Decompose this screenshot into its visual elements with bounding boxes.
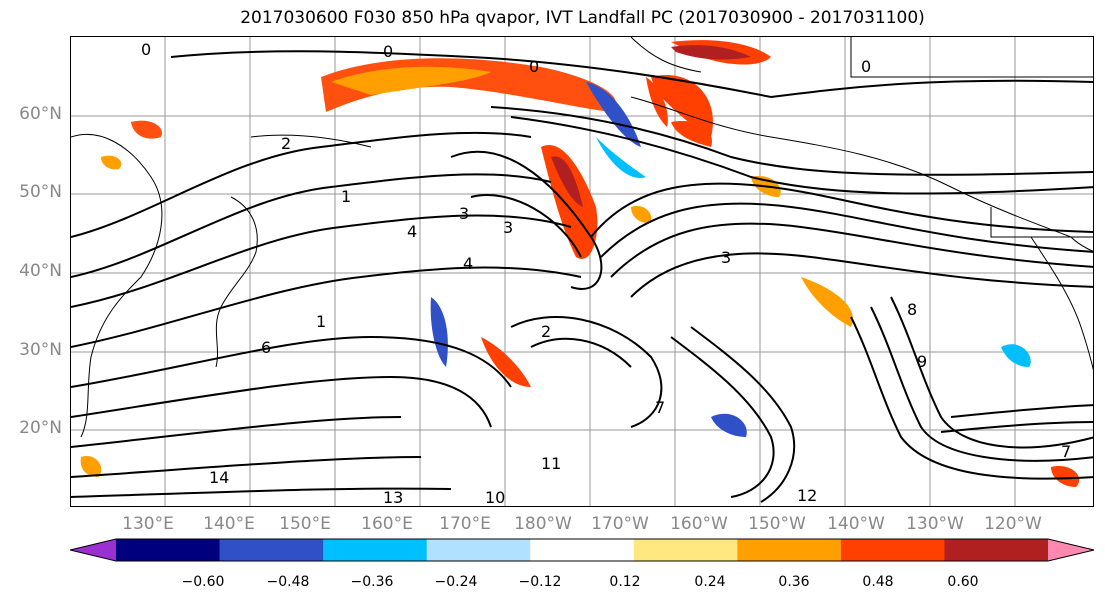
- map-panel: 0 0 0 0 1 1 2 2 3 3 3 4 4 6 7 7 8 9 10 1…: [70, 36, 1094, 507]
- contour-label: 12: [797, 486, 817, 505]
- contour-label: 14: [209, 468, 229, 487]
- colorbar-segments: [116, 539, 1049, 561]
- lat-label-20n: 20°N: [19, 418, 62, 438]
- colorbar: [70, 538, 1095, 562]
- lon-label-140w: 140°W: [827, 514, 885, 534]
- colorbar-segment: [633, 539, 738, 561]
- contour-label: 10: [485, 488, 505, 507]
- coastlines: [71, 37, 1093, 438]
- contour-label: 7: [655, 398, 665, 417]
- lon-label-150e: 150°E: [279, 514, 331, 534]
- colorbar-tick: −0.12: [518, 574, 562, 590]
- colorbar-segment: [944, 539, 1049, 561]
- contour-label: 8: [907, 300, 917, 319]
- lon-label-160w: 160°W: [670, 514, 728, 534]
- contour-labels: 0 0 0 0 1 1 2 2 3 3 3 4 4 6 7 7 8 9 10 1…: [141, 40, 1071, 507]
- contour-label: 0: [383, 42, 393, 61]
- contour-label: 13: [383, 488, 403, 507]
- colorbar-segment: [840, 539, 945, 561]
- lon-label-180w: 180°W: [514, 514, 572, 534]
- contour-label: 11: [541, 454, 561, 473]
- contour-label: 2: [281, 134, 291, 153]
- colorbar-lower-extension: [70, 539, 116, 561]
- colorbar-tick: −0.36: [350, 574, 394, 590]
- contour-label: 1: [341, 187, 351, 206]
- lon-label-160e: 160°E: [361, 514, 413, 534]
- lon-label-130w: 130°W: [906, 514, 964, 534]
- contour-label: 0: [529, 57, 539, 76]
- colorbar-tick: 0.24: [694, 574, 726, 590]
- colorbar-segment: [219, 539, 324, 561]
- colorbar-outline: [70, 538, 1095, 562]
- map-title: 2017030600 F030 850 hPa qvapor, IVT Land…: [240, 8, 925, 28]
- lon-label-150w: 150°W: [748, 514, 806, 534]
- contour-label: 4: [463, 254, 473, 273]
- colorbar-tick: −0.24: [434, 574, 478, 590]
- colorbar-segment: [737, 539, 842, 561]
- colorbar-segment: [323, 539, 428, 561]
- ivt-contours: [71, 50, 1093, 503]
- graticule: [71, 37, 1093, 506]
- colorbar-tick: −0.48: [266, 574, 310, 590]
- lon-label-170w: 170°W: [591, 514, 649, 534]
- colorbar-upper-extension: [1048, 539, 1094, 561]
- lat-label-40n: 40°N: [19, 261, 62, 281]
- qvapor-anomaly-fill: [80, 40, 1080, 487]
- contour-label: 1: [316, 312, 326, 331]
- contour-label: 3: [503, 218, 513, 237]
- lon-label-130e: 130°E: [122, 514, 174, 534]
- lat-label-60n: 60°N: [19, 104, 62, 124]
- lon-label-140e: 140°E: [203, 514, 255, 534]
- colorbar-tick: 0.12: [609, 574, 641, 590]
- colorbar-tick: 0.48: [862, 574, 894, 590]
- map-canvas: 0 0 0 0 1 1 2 2 3 3 3 4 4 6 7 7 8 9 10 1…: [71, 37, 1093, 507]
- lon-label-170e: 170°E: [439, 514, 491, 534]
- contour-label: 0: [861, 57, 871, 76]
- contour-label: 6: [261, 338, 271, 357]
- contour-label: 4: [407, 222, 417, 241]
- colorbar-segment: [116, 539, 221, 561]
- colorbar-segment: [530, 539, 635, 561]
- contour-label: 3: [459, 204, 469, 223]
- contour-label: 3: [721, 248, 731, 267]
- colorbar-tick: 0.36: [778, 574, 810, 590]
- colorbar-segment: [426, 539, 531, 561]
- colorbar-tick: −0.60: [181, 574, 225, 590]
- lat-label-30n: 30°N: [19, 340, 62, 360]
- contour-label: 9: [917, 352, 927, 371]
- contour-label: 7: [1061, 442, 1071, 461]
- contour-label: 0: [141, 40, 151, 59]
- lon-label-120w: 120°W: [984, 514, 1042, 534]
- lat-label-50n: 50°N: [19, 182, 62, 202]
- contour-label: 2: [541, 322, 551, 341]
- colorbar-tick: 0.60: [947, 574, 979, 590]
